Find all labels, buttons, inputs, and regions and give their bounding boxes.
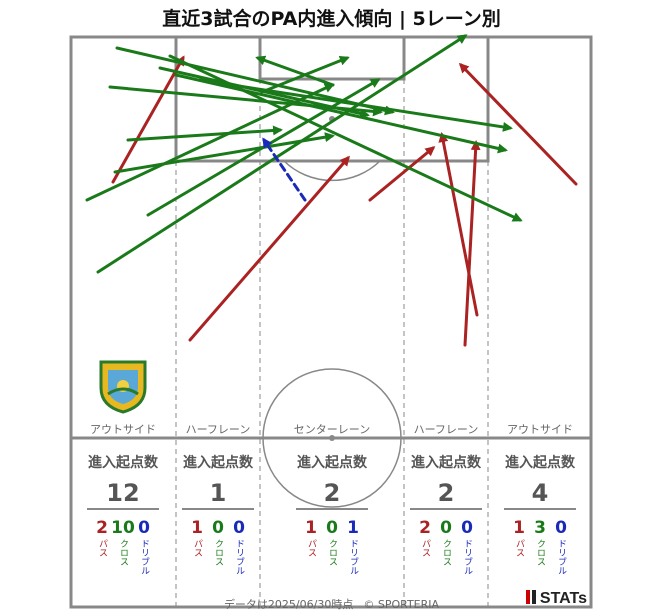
center-spot <box>329 435 335 441</box>
pass-arrow-1 <box>111 55 185 184</box>
dribble-count: 0 <box>138 518 150 538</box>
pass-label: パス <box>420 539 430 557</box>
stat-breakdown: 2 パス 10 クロス 0 ドリブル <box>73 518 173 575</box>
chart-title: 直近3試合のPA内進入傾向 | 5レーン別 <box>162 8 501 30</box>
lane-label-outside-right: アウトサイド <box>507 423 573 436</box>
dribble-count: 0 <box>233 518 245 538</box>
stat-breakdown: 2 パス 0 クロス 0 ドリブル <box>396 518 496 575</box>
lane-stats-outside-left: 進入起点数 12 2 パス 10 クロス 0 ドリブル <box>73 452 173 575</box>
dribble-label: ドリブル <box>348 539 358 575</box>
lane-dividers <box>175 79 489 607</box>
dribble-label: ドリブル <box>234 539 244 575</box>
cross-arrow-14 <box>113 132 335 174</box>
stat-divider <box>182 508 254 510</box>
cross-label: クロス <box>213 539 223 566</box>
brand-logo: STATs <box>525 590 587 608</box>
stat-breakdown: 1 パス 3 クロス 0 ドリブル <box>490 518 590 575</box>
stat-title: 進入起点数 <box>297 455 367 471</box>
stat-divider <box>296 508 368 510</box>
stat-title: 進入起点数 <box>505 455 575 471</box>
data-date-note: データは2025/06/30時点 <box>223 598 354 611</box>
footer: データは2025/06/30時点 © SPORTERIA <box>0 596 663 612</box>
cross-arrow-12 <box>198 78 513 132</box>
pass-arrow-4 <box>463 140 481 347</box>
pass-label: パス <box>514 539 524 557</box>
entry-arrows <box>85 34 578 347</box>
brand-mark-icon <box>525 590 530 604</box>
cross-arrow-17 <box>96 34 468 274</box>
dribble-count: 0 <box>461 518 473 538</box>
copyright: © SPORTERIA <box>363 598 440 611</box>
pass-count: 2 <box>96 518 108 538</box>
lane-label-half-left: ハーフレーン <box>185 423 251 436</box>
pass-arrow-2 <box>188 155 350 342</box>
dribble-arrow-20 <box>262 137 307 202</box>
dribble-count: 0 <box>555 518 567 538</box>
cross-label: クロス <box>535 539 545 566</box>
stat-total: 1 <box>209 479 227 507</box>
cross-arrow-19 <box>255 55 335 87</box>
cross-count: 0 <box>326 518 338 538</box>
team-crest <box>99 360 147 414</box>
cross-arrow-11 <box>174 73 508 154</box>
pass-count: 2 <box>419 518 431 538</box>
dribble-label: ドリブル <box>462 539 472 575</box>
lane-stats-outside-right: 進入起点数 4 1 パス 3 クロス 0 ドリブル <box>490 452 590 575</box>
stat-total: 2 <box>323 479 341 507</box>
stat-divider <box>504 508 576 510</box>
cross-count: 0 <box>440 518 452 538</box>
cross-count: 0 <box>212 518 224 538</box>
pass-arrow-6 <box>458 62 578 186</box>
stat-total: 2 <box>437 479 455 507</box>
center-circle <box>262 368 402 508</box>
pass-count: 1 <box>191 518 203 538</box>
stat-breakdown: 1 パス 0 クロス 1 ドリブル <box>282 518 382 575</box>
cross-label: クロス <box>327 539 337 566</box>
lane-label-outside-left: アウトサイド <box>90 423 156 436</box>
stat-divider <box>87 508 159 510</box>
lane-stats-half-left: 進入起点数 1 1 パス 0 クロス 0 ドリブル <box>168 452 268 575</box>
lane-stats-center: 進入起点数 2 1 パス 0 クロス 1 ドリブル <box>282 452 382 575</box>
cross-label: クロス <box>118 539 128 566</box>
stat-title: 進入起点数 <box>411 455 481 471</box>
dribble-count: 1 <box>347 518 359 538</box>
pass-count: 1 <box>513 518 525 538</box>
penalty-arc <box>283 160 381 182</box>
stat-total: 12 <box>106 479 140 507</box>
cross-count: 3 <box>534 518 546 538</box>
pass-count: 1 <box>305 518 317 538</box>
cross-arrow-15 <box>85 83 335 202</box>
cross-label: クロス <box>441 539 451 566</box>
goal-area <box>258 35 406 81</box>
stat-title: 進入起点数 <box>183 455 253 471</box>
dribble-label: ドリブル <box>139 539 149 575</box>
cross-arrow-13 <box>126 125 283 142</box>
pass-label: パス <box>192 539 202 557</box>
pass-label: パス <box>97 539 107 557</box>
cross-count: 10 <box>111 518 135 538</box>
pass-label: パス <box>306 539 316 557</box>
pass-arrow-5 <box>438 132 479 317</box>
lane-label-center: センターレーン <box>293 423 371 436</box>
brand-mark-icon <box>531 590 536 604</box>
lane-stats-half-right: 進入起点数 2 2 パス 0 クロス 0 ドリブル <box>396 452 496 575</box>
pass-arrow-3 <box>368 146 436 202</box>
stat-breakdown: 1 パス 0 クロス 0 ドリブル <box>168 518 268 575</box>
lane-label-half-right: ハーフレーン <box>413 423 479 436</box>
dribble-label: ドリブル <box>556 539 566 575</box>
stat-divider <box>410 508 482 510</box>
stat-title: 進入起点数 <box>88 455 158 471</box>
brand-name: STATs <box>539 590 587 607</box>
stat-total: 4 <box>531 479 549 507</box>
pitch-lines <box>69 35 593 609</box>
